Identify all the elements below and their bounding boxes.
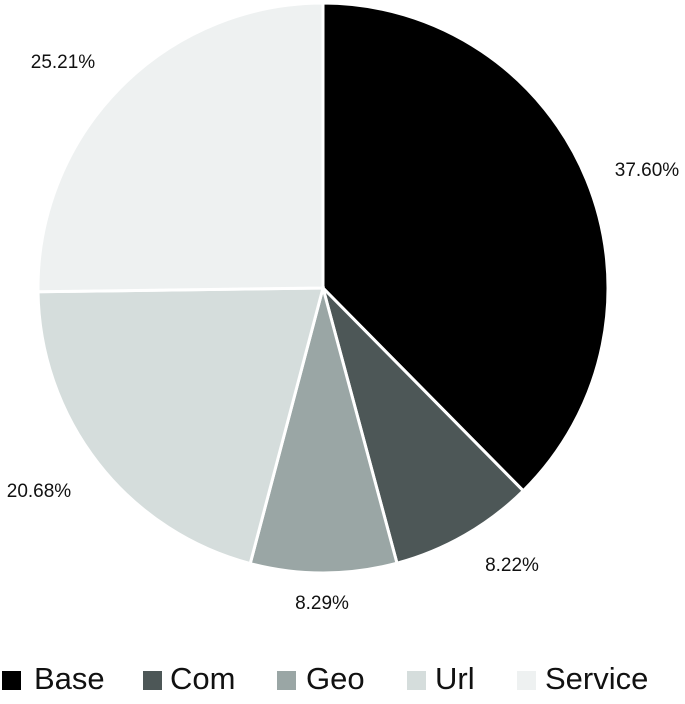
data-label-url: 20.68%	[7, 481, 72, 502]
pie-slice-service	[38, 3, 323, 292]
data-label-service: 25.21%	[31, 52, 96, 73]
pie-slices	[38, 3, 608, 573]
data-label-geo: 8.29%	[295, 593, 349, 614]
legend-swatch-com	[143, 671, 162, 690]
legend-swatch-url	[407, 671, 426, 690]
legend-swatch-geo	[277, 671, 296, 690]
data-label-com: 8.22%	[485, 555, 539, 576]
legend-label-url: Url	[435, 661, 475, 696]
legend-swatch-base	[2, 671, 21, 690]
legend-label-com: Com	[170, 661, 235, 696]
legend-label-base: Base	[34, 661, 105, 696]
data-label-base: 37.60%	[615, 160, 680, 181]
legend-label-service: Service	[545, 661, 648, 696]
legend-label-geo: Geo	[306, 661, 365, 696]
legend-swatch-service	[517, 671, 536, 690]
legend: Base Com Geo Url Service	[2, 661, 648, 696]
